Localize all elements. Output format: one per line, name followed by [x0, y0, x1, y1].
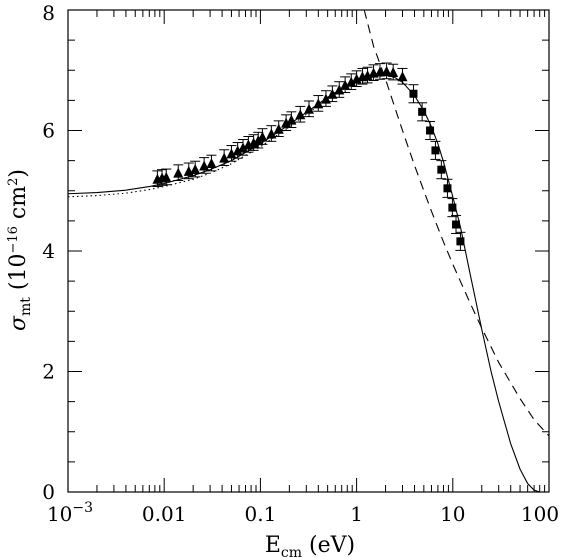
square-point — [437, 165, 446, 174]
y-axis-label-main: σ — [6, 315, 31, 331]
triangle-point — [374, 66, 385, 77]
triangle-point — [257, 131, 268, 142]
triangle-point — [190, 164, 201, 175]
triangle-point — [173, 167, 184, 178]
triangle-point — [266, 128, 277, 139]
square-point — [409, 89, 418, 98]
x-axis-label-main: E — [265, 533, 281, 558]
triangle-point — [320, 93, 331, 104]
data-points — [152, 62, 466, 251]
x-tick-label-exponent: −3 — [72, 500, 93, 516]
x-tick-label: 1 — [350, 502, 363, 526]
triangle-point — [388, 67, 399, 78]
curve-solid — [67, 74, 540, 493]
triangle-point — [238, 142, 249, 153]
y-tick-label: 0 — [42, 480, 55, 504]
triangle-point — [295, 109, 306, 120]
triangle-point — [327, 88, 338, 99]
y-tick-label: 2 — [42, 360, 55, 384]
triangle-point — [334, 84, 345, 95]
x-tick-label-base: 10 — [47, 502, 72, 526]
square-point — [443, 184, 452, 193]
square-point — [456, 237, 465, 246]
y-tick-label: 4 — [42, 239, 55, 263]
triangle-point — [381, 65, 392, 76]
y-axis-label: σmt (10−16 cm2) — [6, 169, 34, 331]
x-tick-label: 0.01 — [142, 502, 187, 526]
triangle-point — [219, 152, 230, 163]
square-point — [426, 126, 435, 135]
triangle-point — [340, 79, 351, 90]
x-tick-label: 0.1 — [244, 502, 276, 526]
triangle-point — [206, 158, 217, 169]
triangle-point — [232, 145, 243, 156]
x-axis-label-sub: cm — [281, 545, 302, 558]
triangle-point — [281, 117, 292, 128]
y-axis-label-unit-mid: cm — [6, 186, 31, 226]
curve-dashed — [363, 9, 550, 437]
triangle-point — [273, 123, 284, 134]
triangle-point — [313, 98, 324, 109]
x-tick-label: 10−3 — [47, 500, 93, 526]
x-tick-label: 10 — [440, 502, 465, 526]
axes-ticks — [67, 9, 549, 493]
square-point — [452, 220, 461, 229]
x-axis-label: Ecm (eV) — [265, 533, 355, 558]
triangle-point — [161, 171, 172, 182]
y-tick-label: 8 — [42, 1, 55, 25]
y-axis-label-exp: −16 — [6, 226, 21, 253]
triangle-point — [286, 114, 297, 125]
triangle-point — [397, 71, 408, 82]
square-point — [431, 146, 440, 155]
curves — [67, 9, 550, 493]
y-axis-label-unit-close: ) — [6, 169, 31, 178]
triangle-point — [303, 103, 314, 114]
x-axis-label-unit: (eV) — [302, 533, 355, 558]
y-axis-label-sub: mt — [18, 297, 34, 316]
square-point — [448, 203, 457, 212]
triangle-point — [199, 160, 210, 171]
square-point — [418, 107, 427, 116]
y-axis-label-unit-open: (10 — [6, 253, 31, 297]
y-tick-label: 6 — [42, 119, 55, 143]
y-axis-label-exp2: 2 — [6, 178, 21, 186]
triangle-point — [346, 76, 357, 87]
x-tick-label: 100 — [521, 502, 559, 526]
plot-frame — [67, 9, 550, 493]
triangle-point — [226, 148, 237, 159]
